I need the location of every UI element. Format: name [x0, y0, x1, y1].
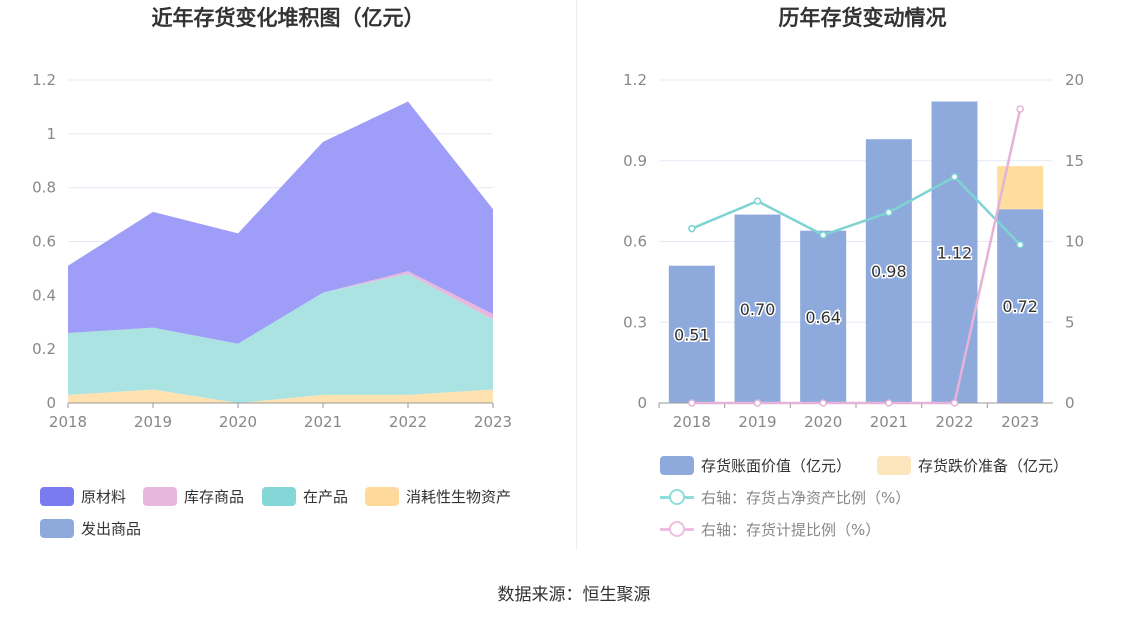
data-source-note: 数据来源：恒生聚源 — [497, 585, 651, 605]
legend-swatch — [40, 487, 74, 506]
stacked-area-chart: 0 0.2 0.4 0.6 0.8 1 1.2 2018 2019 2020 2021 2022 202… — [32, 71, 512, 431]
line-point — [885, 399, 893, 407]
legend-item[interactable]: 存货账面价值（亿元） — [660, 455, 851, 476]
bar-line-combo-chart: 0 0.3 0.6 0.9 1.2 0 5 10 15 20 2018 2019 2020 2021 202… — [623, 71, 1084, 431]
x-tick-label: 2023 — [1001, 413, 1039, 431]
bar-data-label: 0.98 — [871, 262, 907, 281]
legend-line-marker — [669, 521, 685, 537]
series-line — [691, 108, 1022, 405]
line-point — [688, 224, 696, 233]
line-point — [950, 399, 959, 407]
bar — [865, 139, 912, 403]
left-chart-panel: 近年存货变化堆积图（亿元） 0 0.2 0.4 0.6 0.8 1 1.2 2018 2019 2… — [0, 0, 576, 550]
x-tick-label: 2020 — [804, 413, 842, 431]
y-tick-label: 1 — [46, 125, 56, 143]
legend-line-icon — [660, 520, 694, 539]
legend-label: 原材料 — [81, 488, 127, 506]
right-chart-title: 历年存货变动情况 — [778, 6, 947, 30]
legend-label: 发出商品 — [81, 520, 142, 538]
y-tick-label: 0.2 — [32, 340, 56, 358]
x-tick-label: 2022 — [389, 413, 427, 431]
legend-label: 右轴：存货占净资产比例（%） — [701, 489, 911, 507]
panel-divider — [576, 0, 577, 550]
left-chart-title: 近年存货变化堆积图（亿元） — [151, 6, 425, 30]
legend-swatch — [262, 487, 296, 506]
x-tick-label: 2020 — [219, 413, 257, 431]
legend-item[interactable]: 在产品 — [262, 486, 348, 507]
x-tick-label: 2018 — [49, 413, 87, 431]
legend-label: 库存商品 — [184, 488, 245, 506]
y-tick-label: 0.6 — [623, 233, 647, 251]
bar-data-label: 0.51 — [674, 325, 710, 344]
line-point — [885, 208, 893, 217]
bar — [931, 101, 978, 404]
line-point — [753, 197, 762, 205]
legend-label: 存货账面价值（亿元） — [701, 457, 852, 475]
bar-data-label: 1.12 — [937, 243, 973, 262]
x-tick-label: 2023 — [474, 413, 512, 431]
y2-tick-label: 5 — [1065, 313, 1075, 331]
line-point — [819, 231, 827, 239]
line-point — [950, 173, 959, 181]
bar — [668, 265, 715, 403]
right-chart-panel: 历年存货变动情况 0 0.3 0.6 0.9 1.2 0 5 10 15 20 2018 2019 20… — [577, 0, 1148, 550]
legend-item[interactable]: 发出商品 — [40, 518, 141, 539]
x-tick-label: 2019 — [738, 413, 776, 431]
x-tick-label: 2021 — [870, 413, 908, 431]
y-tick-label: 0.8 — [32, 179, 56, 197]
line-point — [1016, 240, 1024, 249]
legend-label: 存货跌价准备（亿元） — [918, 457, 1069, 475]
bar — [734, 214, 781, 403]
legend-swatch — [877, 456, 911, 475]
bar-data-label: 0.70 — [740, 300, 776, 319]
legend-item[interactable]: 右轴：存货计提比例（%） — [660, 519, 880, 540]
legend-swatch — [365, 487, 399, 506]
y-tick-label: 0.4 — [32, 286, 56, 304]
legend-item[interactable]: 原材料 — [40, 486, 126, 507]
y-tick-label: 0.6 — [32, 233, 56, 251]
area-在产品 — [68, 273, 493, 403]
legend-item[interactable]: 库存商品 — [143, 486, 244, 507]
bar-data-label: 0.72 — [1002, 297, 1038, 316]
bar — [997, 166, 1044, 210]
x-tick-label: 2021 — [304, 413, 342, 431]
y2-tick-label: 0 — [1065, 394, 1075, 412]
legend-label: 在产品 — [303, 488, 349, 506]
bar — [800, 230, 847, 403]
y-tick-label: 0.9 — [623, 152, 647, 170]
legend-item[interactable]: 右轴：存货占净资产比例（%） — [660, 487, 910, 508]
area-原材料 — [68, 101, 493, 344]
bar-data-label: 0.64 — [805, 308, 841, 327]
x-tick-label: 2022 — [935, 413, 973, 431]
y2-tick-label: 15 — [1065, 152, 1084, 170]
line-point — [1016, 105, 1024, 113]
legend-label: 消耗性生物资产 — [406, 488, 512, 506]
y2-tick-label: 20 — [1065, 71, 1084, 89]
line-point — [819, 399, 827, 407]
area-消耗性生物资产 — [68, 389, 493, 403]
x-tick-label: 2018 — [673, 413, 711, 431]
y-tick-label: 1.2 — [32, 71, 56, 89]
y-tick-label: 0 — [46, 394, 56, 412]
legend-swatch — [143, 487, 177, 506]
line-point — [688, 399, 696, 407]
legend-swatch — [40, 519, 74, 538]
y-tick-label: 0.3 — [623, 313, 647, 331]
y-tick-label: 0 — [637, 394, 647, 412]
legend-swatch — [660, 456, 694, 475]
legend-label: 右轴：存货计提比例（%） — [701, 521, 881, 539]
y2-tick-label: 10 — [1065, 233, 1084, 251]
legend-line-marker — [669, 489, 685, 505]
series-line — [691, 175, 1022, 246]
line-point — [753, 399, 762, 407]
y-tick-label: 1.2 — [623, 71, 647, 89]
legend-item[interactable]: 存货跌价准备（亿元） — [877, 455, 1068, 476]
x-tick-label: 2019 — [134, 413, 172, 431]
legend-item[interactable]: 消耗性生物资产 — [365, 486, 511, 507]
legend-line-icon — [660, 488, 694, 507]
